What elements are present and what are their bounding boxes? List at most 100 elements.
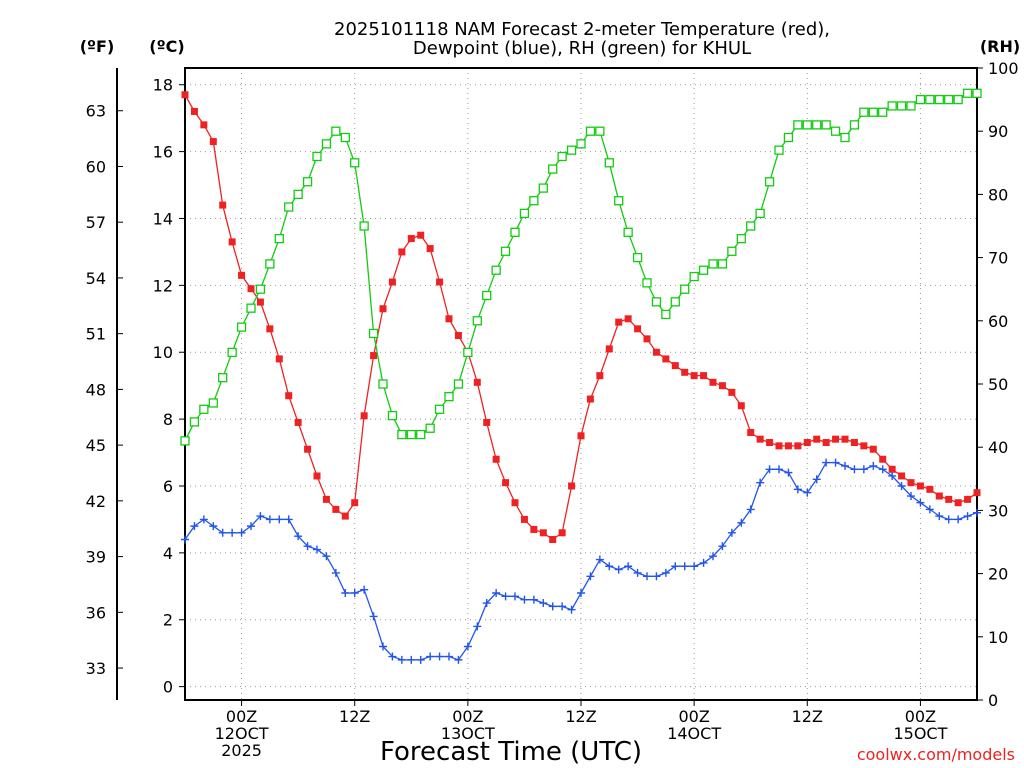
rh-tick-label: 100: [988, 59, 1019, 78]
data-point: [256, 298, 264, 306]
data-point: [511, 592, 519, 601]
data-point: [529, 595, 538, 604]
data-point: [548, 602, 557, 611]
data-point: [671, 362, 679, 370]
data-point: [793, 485, 802, 494]
data-point: [285, 392, 293, 400]
data-point: [727, 528, 736, 537]
rh-tick-label: 40: [988, 438, 1008, 457]
data-point: [812, 120, 822, 130]
x-tick-label: 13OCT: [441, 724, 495, 743]
data-point: [915, 94, 926, 105]
data-point: [576, 139, 586, 149]
data-point: [614, 565, 623, 574]
data-point: [784, 468, 793, 477]
data-point: [680, 562, 689, 571]
celsius-tick-label: 12: [153, 276, 173, 295]
data-point: [435, 652, 444, 661]
data-point: [727, 246, 737, 256]
data-point: [425, 423, 435, 433]
data-point: [775, 442, 783, 450]
data-point: [284, 202, 294, 212]
data-point: [708, 259, 718, 269]
data-point: [284, 515, 293, 524]
data-point: [266, 325, 274, 333]
data-point: [407, 655, 416, 664]
data-point: [756, 478, 765, 487]
fahrenheit-tick-label: 63: [86, 102, 106, 121]
data-point: [945, 495, 953, 503]
celsius-tick-label: 6: [163, 477, 173, 496]
fahrenheit-tick-label: 60: [86, 157, 106, 176]
data-point: [436, 278, 444, 286]
data-point: [331, 126, 341, 136]
data-point: [849, 120, 860, 130]
data-point: [558, 602, 567, 611]
data-point: [341, 588, 350, 597]
series-temperature: [181, 91, 981, 543]
fahrenheit-tick-label: 39: [86, 548, 106, 567]
data-point: [812, 475, 821, 484]
fahrenheit-tick-label: 45: [86, 436, 106, 455]
data-point: [615, 318, 623, 326]
data-point: [973, 489, 981, 497]
series-line: [184, 461, 978, 661]
x-tick-label: 15OCT: [893, 724, 947, 743]
fahrenheit-tick-label: 57: [86, 213, 106, 232]
data-point: [181, 535, 189, 544]
data-point: [350, 588, 359, 597]
data-point: [803, 488, 812, 497]
data-point: [483, 418, 491, 426]
data-point: [964, 495, 972, 503]
credit-label: coolwx.com/models: [857, 745, 1015, 764]
data-point: [426, 245, 434, 253]
data-point: [783, 132, 794, 143]
data-point: [510, 227, 520, 237]
data-point: [623, 227, 633, 237]
celsius-tick-label: 0: [163, 678, 173, 697]
data-point: [652, 348, 660, 356]
data-point: [227, 347, 237, 358]
data-point: [586, 572, 595, 581]
data-point: [802, 120, 812, 130]
data-point: [632, 252, 643, 263]
celsius-tick-label: 8: [163, 410, 173, 429]
data-point: [265, 259, 275, 269]
data-point: [604, 158, 614, 168]
data-point: [737, 402, 745, 410]
data-point: [605, 562, 614, 571]
data-point: [746, 505, 755, 514]
data-point: [689, 271, 699, 282]
celsius-tick-label: 4: [163, 544, 173, 563]
data-point: [519, 208, 530, 219]
data-point: [406, 429, 416, 440]
data-point: [736, 233, 746, 244]
data-point: [850, 465, 859, 474]
data-point: [859, 107, 869, 117]
data-point: [944, 94, 954, 105]
data-point: [472, 316, 482, 326]
data-point: [906, 101, 916, 111]
data-point: [690, 372, 698, 380]
data-point: [793, 120, 803, 130]
data-point: [181, 91, 189, 99]
x-tick-label: 00Z: [226, 707, 257, 726]
data-point: [596, 372, 604, 380]
data-point: [520, 595, 529, 604]
data-point: [671, 562, 680, 571]
data-point: [821, 120, 831, 130]
data-point: [398, 248, 406, 256]
data-point: [898, 472, 906, 480]
data-point: [765, 465, 774, 474]
data-point: [557, 151, 567, 162]
data-point: [209, 522, 218, 531]
data-point: [502, 479, 510, 487]
data-point: [822, 439, 830, 447]
data-point: [709, 552, 717, 561]
data-point: [445, 315, 453, 323]
data-point: [652, 572, 661, 581]
rh-unit-label: (RH): [980, 37, 1020, 56]
data-point: [896, 101, 907, 111]
data-point: [860, 442, 868, 450]
